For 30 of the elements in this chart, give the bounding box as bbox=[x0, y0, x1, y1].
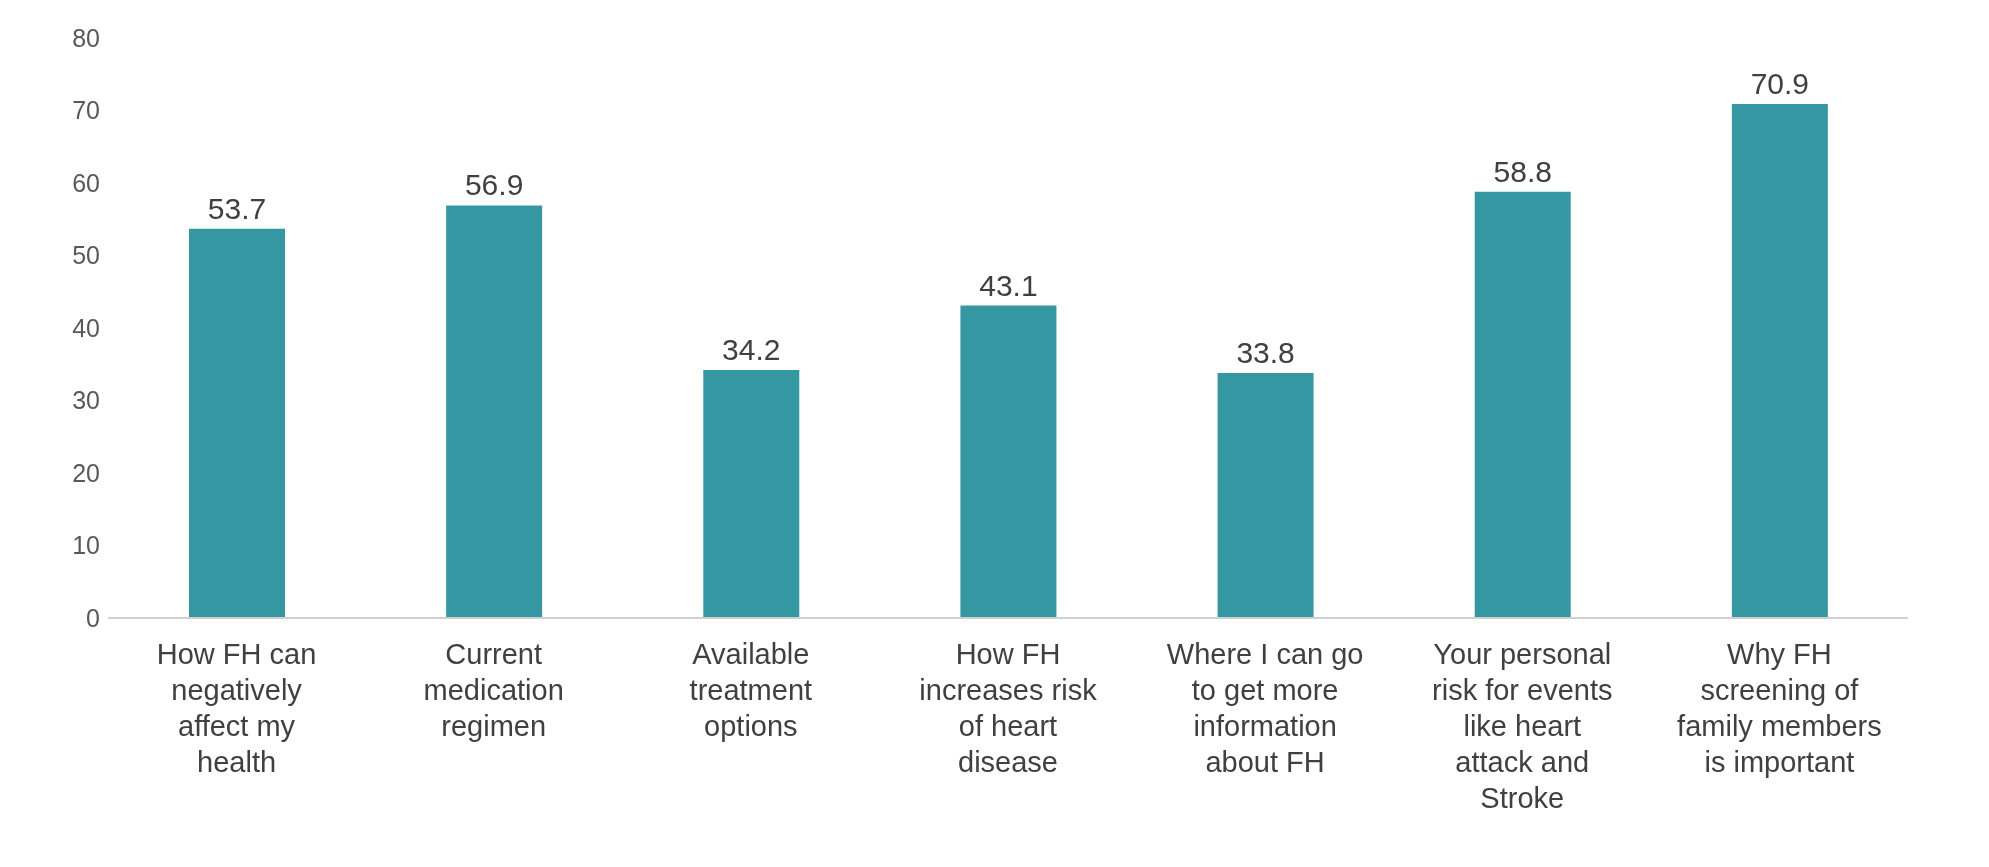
bar bbox=[960, 305, 1057, 618]
y-tick-label: 60 bbox=[72, 168, 100, 197]
x-tick-label: Where I can go to get more information about FH bbox=[1166, 638, 1364, 778]
y-tick-label: 10 bbox=[72, 531, 100, 560]
bar bbox=[1474, 191, 1571, 618]
bar bbox=[446, 205, 543, 618]
x-tick-label: Why FH screening of family members is important bbox=[1677, 638, 1882, 778]
x-tick-label: Available treatment options bbox=[689, 638, 813, 742]
data-label: 43.1 bbox=[979, 268, 1038, 302]
data-label: 33.8 bbox=[1236, 335, 1295, 369]
y-tick-label: 30 bbox=[72, 386, 100, 415]
x-tick-label: Current medication regimen bbox=[423, 638, 564, 742]
bar bbox=[1731, 103, 1828, 618]
data-label: 53.7 bbox=[207, 191, 267, 225]
y-tick-label: 50 bbox=[72, 241, 100, 270]
x-tick-label: How FH can negatively affect my health bbox=[156, 638, 317, 778]
bar bbox=[703, 370, 800, 618]
x-tick-label: Your personal risk for events like heart attack and Stroke bbox=[1432, 638, 1613, 814]
x-tick-label: How FH increases risk of heart disease bbox=[919, 638, 1098, 778]
y-tick-label: 80 bbox=[72, 23, 100, 52]
bar bbox=[189, 228, 285, 618]
bar bbox=[1217, 372, 1314, 618]
data-label: 34.2 bbox=[722, 333, 781, 367]
data-label: 58.8 bbox=[1493, 154, 1552, 188]
y-tick-label: 40 bbox=[72, 313, 100, 342]
data-label: 56.9 bbox=[464, 168, 524, 202]
y-tick-label: 0 bbox=[86, 603, 100, 632]
y-tick-label: 70 bbox=[72, 96, 100, 125]
y-tick-label: 20 bbox=[72, 458, 100, 487]
data-label: 70.9 bbox=[1750, 66, 1810, 100]
